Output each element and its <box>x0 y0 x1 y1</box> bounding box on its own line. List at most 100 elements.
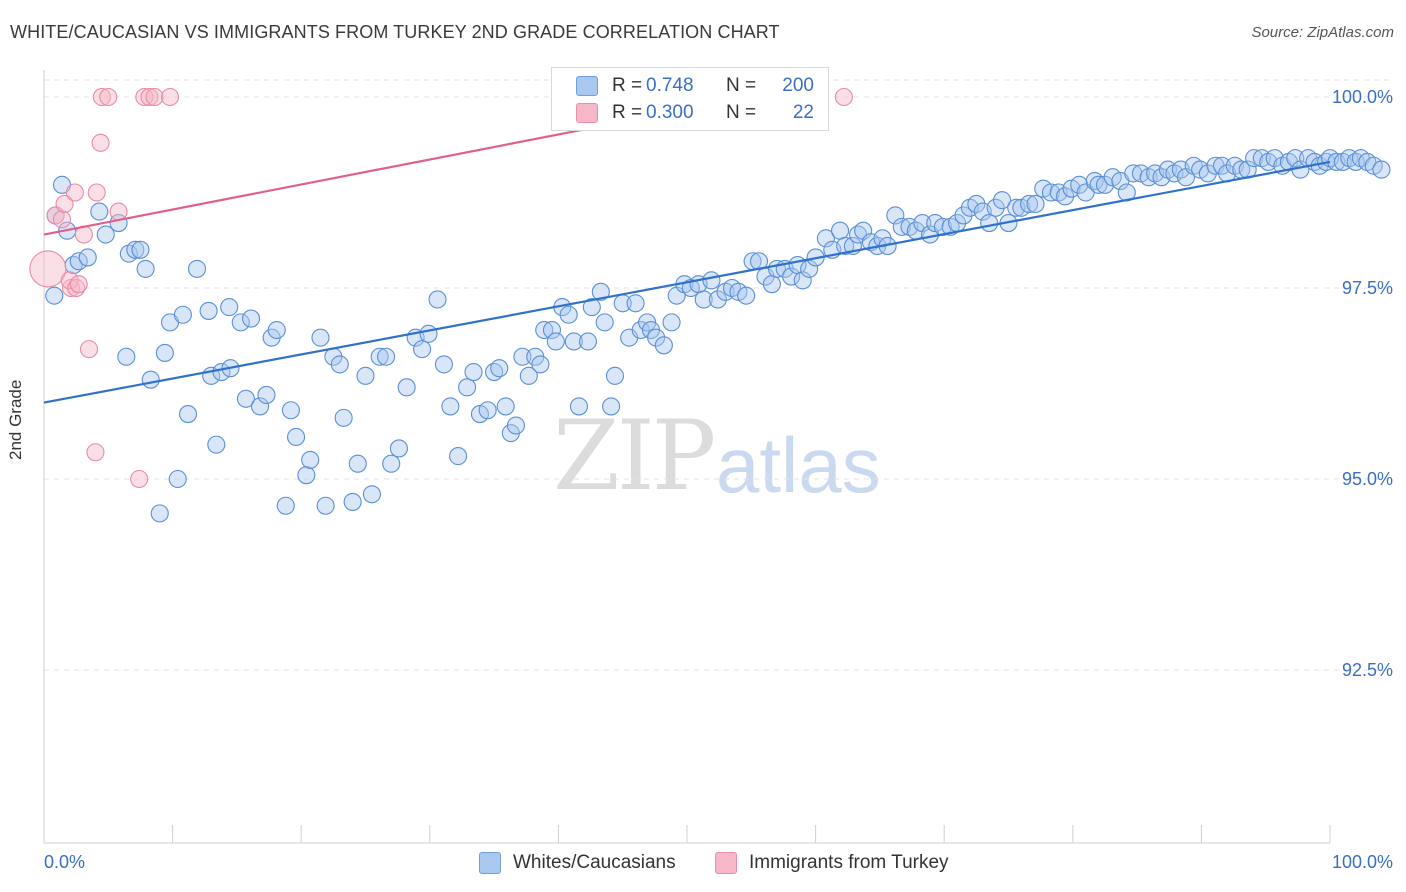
data-point-whites <box>220 298 239 317</box>
data-point-whites <box>1372 160 1391 179</box>
data-point-whites <box>458 378 477 397</box>
y-tick-label: 92.5% <box>1341 660 1393 680</box>
data-point-whites <box>187 259 207 278</box>
data-point-whites <box>276 496 295 515</box>
legend-label: Immigrants from Turkey <box>749 852 949 873</box>
data-point-whites <box>78 248 97 267</box>
data-point-whites <box>1124 164 1143 183</box>
data-point-turkey <box>86 443 105 462</box>
data-point-whites <box>954 206 973 225</box>
data-point-whites <box>330 355 349 374</box>
data-point-whites <box>595 313 614 332</box>
data-point-turkey <box>52 210 72 229</box>
data-point-whites <box>602 397 621 416</box>
data-point-whites <box>490 359 509 378</box>
data-point-whites <box>311 328 330 347</box>
data-point-whites <box>1286 149 1305 168</box>
data-point-whites <box>546 332 565 351</box>
data-point-turkey <box>60 271 79 290</box>
trend-line-whites <box>43 160 1331 404</box>
data-point-whites <box>343 492 362 511</box>
watermark-atlas: atlas <box>716 421 881 509</box>
data-point-whites <box>1020 194 1039 214</box>
stats-row-whites: R = 0.748 N = 200 <box>576 74 814 98</box>
r-value: 0.300 <box>646 102 694 123</box>
data-point-whites <box>356 366 375 385</box>
data-point-whites <box>428 290 447 309</box>
data-point-whites <box>478 401 497 420</box>
data-point-whites <box>334 408 353 427</box>
data-point-whites <box>301 450 320 469</box>
data-point-turkey <box>87 183 106 202</box>
data-point-turkey <box>109 202 128 221</box>
data-point-whites <box>178 405 198 424</box>
data-point-turkey <box>99 87 118 107</box>
data-point-whites <box>90 202 109 221</box>
data-point-whites <box>892 217 911 236</box>
data-point-whites <box>626 294 645 313</box>
n-value: 200 <box>782 75 814 96</box>
data-point-whites <box>1056 187 1075 206</box>
data-point-whites <box>737 286 756 305</box>
pink-swatch-icon <box>715 852 737 874</box>
data-point-whites <box>559 305 578 324</box>
data-point-whites <box>449 447 468 466</box>
data-point-whites <box>662 313 681 332</box>
n-label: N = <box>726 75 757 96</box>
data-point-whites <box>1095 175 1114 194</box>
data-point-whites <box>413 340 432 359</box>
n-value: 22 <box>792 102 814 123</box>
data-point-whites <box>708 290 727 309</box>
y-tick-label: 95.0% <box>1341 469 1393 489</box>
data-point-whites <box>631 320 650 340</box>
data-point-whites <box>150 504 169 523</box>
data-point-whites <box>348 454 367 473</box>
data-point-whites <box>257 385 276 405</box>
data-point-whites <box>1026 194 1045 214</box>
data-point-whites <box>1245 149 1264 168</box>
data-point-whites <box>542 320 562 340</box>
data-point-turkey <box>55 194 74 214</box>
data-point-whites <box>569 397 589 416</box>
n-label: N = <box>726 102 757 123</box>
data-point-whites <box>836 236 855 256</box>
data-point-whites <box>582 298 601 317</box>
data-point-whites <box>535 320 554 340</box>
data-point-whites <box>231 313 250 332</box>
data-point-turkey <box>140 87 159 107</box>
stats-row-turkey: R = 0.300 N = 22 <box>576 101 814 125</box>
data-point-whites <box>397 378 416 397</box>
legend-item-turkey[interactable]: Immigrants from Turkey <box>715 852 949 874</box>
data-point-whites <box>441 397 460 416</box>
legend-item-whites[interactable]: Whites/Caucasians <box>479 852 676 874</box>
data-point-whites <box>980 214 999 233</box>
r-label: R = <box>612 102 643 123</box>
r-label: R = <box>612 75 643 96</box>
data-point-turkey <box>29 250 67 288</box>
data-point-whites <box>316 496 335 515</box>
data-point-whites <box>173 305 192 324</box>
data-point-whites <box>199 301 218 320</box>
data-point-whites <box>762 275 781 294</box>
data-point-whites <box>531 355 550 374</box>
data-point-whites <box>605 366 625 385</box>
x-tick-label-min: 0.0% <box>44 852 86 872</box>
data-point-whites <box>702 271 721 290</box>
data-point-whites <box>816 229 835 248</box>
x-tick-label-max: 100.0% <box>1331 852 1393 872</box>
data-point-turkey <box>92 87 111 107</box>
data-point-whites <box>513 347 532 366</box>
chart-title: WHITE/CAUCASIAN VS IMMIGRANTS FROM TURKE… <box>10 22 780 42</box>
data-point-whites <box>564 332 583 351</box>
data-point-whites <box>141 370 160 389</box>
pink-swatch-icon <box>576 103 598 123</box>
data-point-whites <box>241 309 261 328</box>
data-point-whites <box>1070 175 1089 194</box>
data-point-whites <box>382 454 401 473</box>
data-point-turkey <box>79 340 99 359</box>
data-point-whites <box>377 347 396 366</box>
data-point-whites <box>434 355 453 374</box>
blue-swatch-icon <box>479 852 501 874</box>
data-point-whites <box>168 469 187 489</box>
